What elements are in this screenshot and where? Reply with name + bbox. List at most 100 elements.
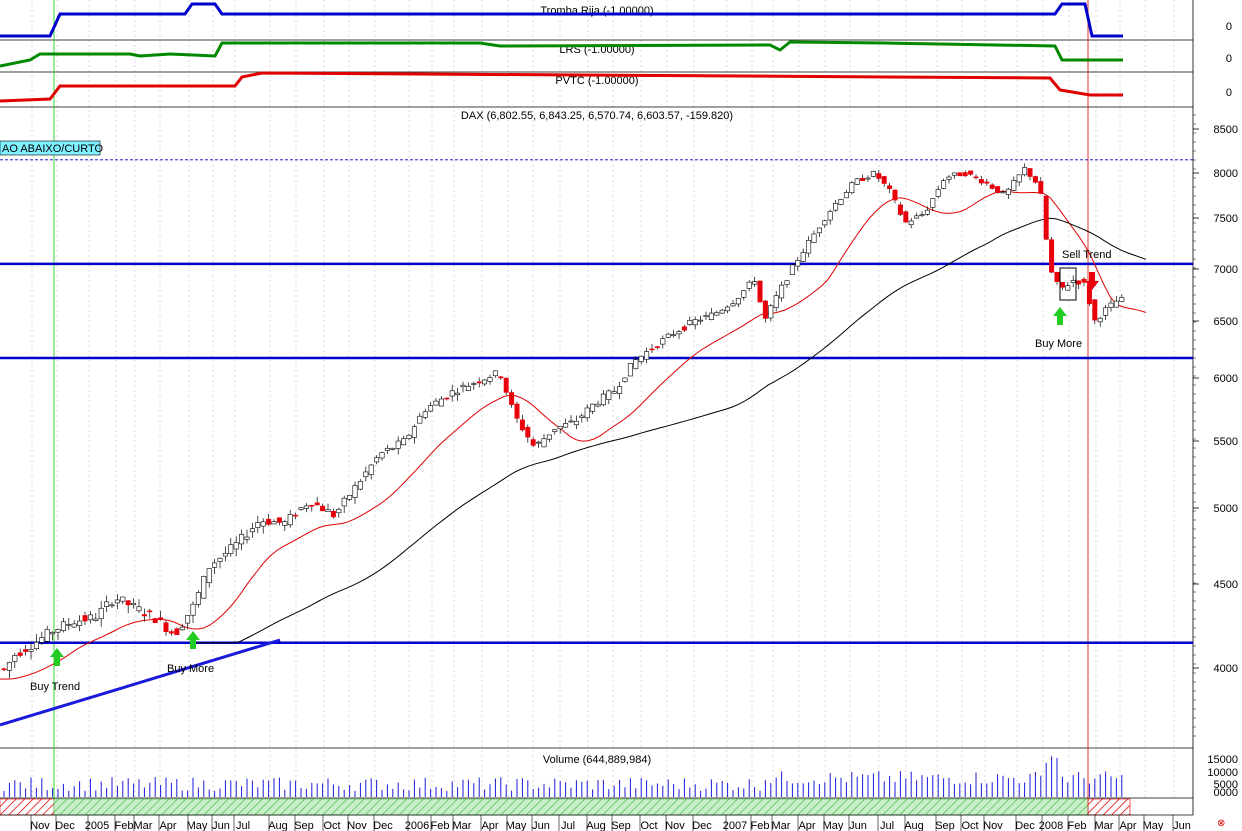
- candle-body: [822, 220, 828, 226]
- indicator-value-lrs: 0: [1226, 53, 1232, 65]
- x-tick-label: May: [823, 820, 844, 831]
- annotations: Buy Trend Buy More Buy More Sell Trend: [30, 249, 1112, 693]
- indicator-value-pvtc: 0: [1226, 87, 1232, 99]
- candle-body: [201, 576, 207, 599]
- chart-title: DAX (6,802.55, 6,843.25, 6,570.74, 6,603…: [461, 110, 733, 122]
- candle-body: [973, 176, 979, 179]
- candle-body: [44, 629, 50, 642]
- annotation-label: Buy More: [1035, 338, 1082, 350]
- buy-arrow-icon: [186, 631, 200, 649]
- candle-body: [546, 434, 552, 440]
- x-tick-label: Dec: [55, 820, 75, 831]
- candle-body: [617, 386, 623, 394]
- candle-body: [66, 624, 72, 626]
- x-tick-label: Aug: [586, 820, 606, 831]
- candle-body: [1076, 280, 1082, 285]
- candle-body: [854, 178, 860, 185]
- candle-body: [1070, 280, 1076, 283]
- scroll-icon[interactable]: ⊗: [1217, 818, 1225, 829]
- candle-body: [633, 359, 639, 370]
- price-tick-label: 8000: [1214, 168, 1238, 180]
- candle-body: [336, 508, 342, 514]
- candle-body: [347, 495, 353, 500]
- candle-body: [595, 403, 601, 407]
- candle-body: [563, 423, 569, 428]
- candle-body: [725, 306, 731, 312]
- candle-body: [1027, 168, 1033, 177]
- candle-body: [163, 622, 169, 632]
- candle-body: [714, 312, 720, 316]
- indicator-value-tromba: 0: [1226, 21, 1232, 33]
- candle-body: [708, 312, 714, 321]
- candle-body: [368, 464, 374, 475]
- volume-bars: [3, 756, 1123, 797]
- candle-body: [422, 411, 428, 418]
- x-tick-label: Nov: [665, 820, 685, 831]
- candle-body: [730, 303, 736, 307]
- candle-body: [660, 338, 666, 345]
- candle-body: [1038, 181, 1044, 194]
- candle-body: [23, 649, 29, 652]
- candle-body: [17, 652, 23, 656]
- strip-sell-zone: [1087, 798, 1131, 816]
- candle-body: [109, 604, 115, 607]
- candle-body: [228, 544, 234, 554]
- strip-buy-zone: [53, 798, 1089, 816]
- candle-body: [627, 363, 633, 377]
- candle-body: [903, 211, 909, 223]
- candle-body: [908, 220, 914, 225]
- annotation-label: Buy Trend: [30, 681, 80, 693]
- candle-body: [568, 420, 574, 423]
- signal-box: AO ABAIXO/CURTO: [0, 140, 104, 156]
- x-tick-label: Nov: [347, 820, 367, 831]
- candle-body: [309, 504, 315, 507]
- candle-body: [50, 632, 56, 635]
- candle-body: [195, 592, 201, 605]
- price-tick-label: 4500: [1214, 579, 1238, 591]
- candle-body: [87, 614, 93, 621]
- candle-body: [266, 518, 272, 525]
- candle-body: [341, 497, 347, 507]
- x-tick-label: Feb: [751, 820, 770, 831]
- candle-body: [98, 607, 104, 620]
- candle-body: [811, 233, 817, 243]
- candle-body: [1119, 297, 1125, 302]
- candle-body: [363, 471, 369, 478]
- x-tick-label: May: [187, 820, 208, 831]
- x-tick-label: 2007: [723, 820, 747, 831]
- candle-body: [433, 400, 439, 406]
- candle-body: [1022, 167, 1028, 176]
- candle-body: [1113, 300, 1119, 308]
- candle-body: [779, 284, 785, 299]
- x-tick-label: Dec: [1015, 820, 1035, 831]
- x-tick-label: Jun: [1173, 820, 1191, 831]
- candle-body: [28, 649, 34, 652]
- x-tick-label: May: [506, 820, 527, 831]
- candle-body: [190, 603, 196, 616]
- candle-body: [482, 379, 488, 385]
- candle-body: [55, 629, 61, 633]
- candle-body: [33, 641, 39, 650]
- candle-body: [255, 522, 261, 528]
- candle-body: [557, 425, 563, 430]
- x-tick-label: 2006: [405, 820, 429, 831]
- x-tick-label: Jul: [880, 820, 894, 831]
- candle-body: [471, 383, 477, 385]
- candle-body: [644, 351, 650, 360]
- candle-body: [449, 390, 455, 397]
- candle-body: [1054, 271, 1060, 282]
- candle-body: [39, 637, 45, 643]
- candle-body: [6, 662, 12, 671]
- candle-body: [897, 204, 903, 215]
- candle-body: [152, 618, 158, 624]
- candle-body: [654, 346, 660, 348]
- candle-body: [865, 177, 871, 180]
- x-tick-label: Aug: [904, 820, 924, 831]
- buy-arrow-icon: [1053, 307, 1067, 325]
- candle-body: [957, 172, 963, 177]
- candle-body: [827, 211, 833, 221]
- candle-body: [120, 596, 126, 602]
- candle-body: [260, 521, 266, 527]
- candle-body: [687, 320, 693, 325]
